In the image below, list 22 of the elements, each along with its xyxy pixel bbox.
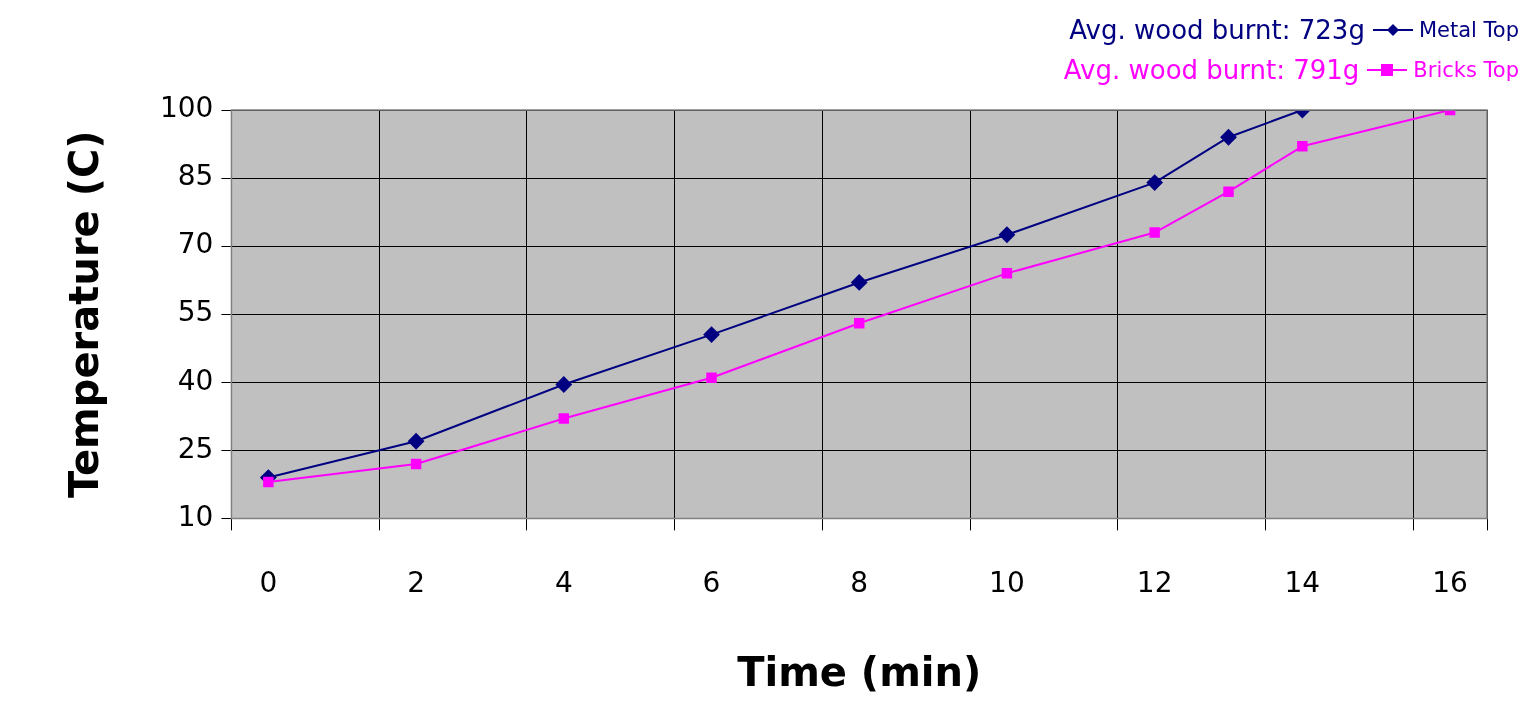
y-tick-label: 100 — [159, 91, 214, 125]
x-axis-title: Time (min) — [737, 649, 982, 696]
legend-label: Metal Top — [1418, 18, 1519, 42]
y-tick-label: 55 — [177, 295, 214, 329]
y-tick-label: 85 — [177, 159, 214, 193]
y-tick-label: 25 — [177, 431, 214, 465]
y-axis-title: Temperature (C) — [61, 130, 108, 498]
x-tick-label: 10 — [989, 566, 1025, 600]
text: Avg. wood burnt: 791g — [1063, 55, 1360, 85]
x-tick-label: 12 — [1136, 566, 1173, 600]
text: Avg. wood burnt: 723g — [1069, 15, 1365, 45]
x-tick-label: 4 — [554, 566, 573, 600]
y-tick-label: 10 — [177, 499, 214, 533]
x-tick-label: 14 — [1284, 566, 1321, 600]
y-tick-label: 40 — [177, 363, 214, 397]
x-tick-label: 16 — [1432, 566, 1468, 600]
x-tick-label: 6 — [702, 566, 721, 600]
x-tick-label: 0 — [259, 566, 278, 600]
x-tick-label: 8 — [850, 566, 869, 600]
y-tick-label: 70 — [177, 227, 214, 261]
legend-label: Bricks Top — [1413, 58, 1519, 82]
x-tick-label: 2 — [407, 566, 425, 600]
